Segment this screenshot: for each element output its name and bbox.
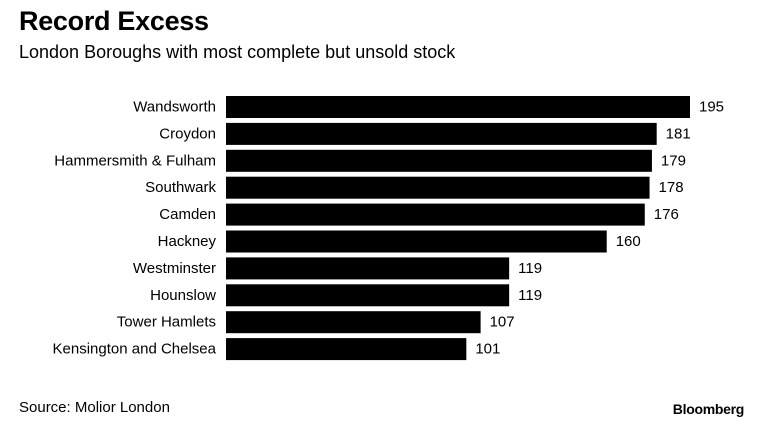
chart-subtitle: London Boroughs with most complete but u… — [19, 42, 456, 62]
bar — [226, 96, 690, 118]
bar — [226, 230, 607, 253]
value-label: 176 — [654, 206, 679, 223]
value-label: 101 — [475, 341, 500, 358]
bar — [226, 338, 467, 361]
value-label: 178 — [659, 179, 684, 196]
value-label: 119 — [518, 260, 542, 277]
category-label: Westminster — [133, 260, 216, 277]
value-label: 179 — [661, 152, 686, 169]
chart-title: Record Excess — [19, 6, 209, 36]
value-label: 107 — [490, 314, 515, 331]
category-label: Camden — [159, 206, 216, 223]
bar — [226, 176, 650, 199]
category-label: Hounslow — [150, 287, 216, 304]
value-label: 160 — [616, 233, 641, 250]
value-label: 195 — [699, 99, 724, 116]
bar — [226, 149, 652, 172]
bar — [226, 311, 481, 334]
category-label: Wandsworth — [133, 99, 216, 116]
bar — [226, 122, 657, 145]
category-label: Hammersmith & Fulham — [54, 152, 216, 169]
value-label: 181 — [666, 125, 691, 142]
source-note: Source: Molior London — [19, 399, 170, 416]
bar — [226, 203, 645, 226]
bar — [226, 257, 510, 280]
category-label: Tower Hamlets — [117, 314, 216, 331]
bar — [226, 284, 510, 307]
value-label: 119 — [518, 287, 542, 304]
category-label: Hackney — [158, 233, 217, 250]
category-label: Kensington and Chelsea — [53, 341, 217, 358]
category-label: Croydon — [159, 125, 216, 142]
bloomberg-logo: Bloomberg — [672, 401, 745, 417]
category-label: Southwark — [145, 179, 216, 196]
